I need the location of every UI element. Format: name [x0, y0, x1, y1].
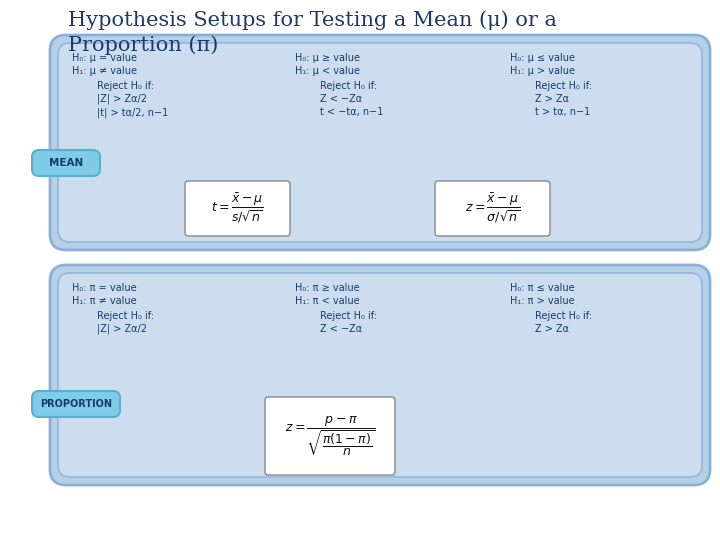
FancyBboxPatch shape — [265, 397, 395, 475]
Text: H₁: π ≠ value: H₁: π ≠ value — [72, 296, 137, 306]
FancyBboxPatch shape — [58, 43, 702, 242]
Text: Reject H₀ if:: Reject H₀ if: — [97, 81, 154, 91]
Text: |Z| > Zα/2: |Z| > Zα/2 — [97, 324, 147, 334]
Text: |t| > tα/2, n−1: |t| > tα/2, n−1 — [97, 107, 168, 118]
FancyBboxPatch shape — [58, 273, 702, 477]
Text: H₀: π = value: H₀: π = value — [72, 283, 137, 293]
Text: $z = \dfrac{p - \pi}{\sqrt{\dfrac{\pi(1-\pi)}{n}}}$: $z = \dfrac{p - \pi}{\sqrt{\dfrac{\pi(1-… — [285, 414, 375, 458]
Text: H₀: π ≤ value: H₀: π ≤ value — [510, 283, 575, 293]
Text: H₀: μ ≤ value: H₀: μ ≤ value — [510, 53, 575, 63]
Text: H₁: μ < value: H₁: μ < value — [295, 66, 360, 76]
Text: t < −tα, n−1: t < −tα, n−1 — [320, 107, 383, 117]
Text: Reject H₀ if:: Reject H₀ if: — [97, 311, 154, 321]
Text: Z > Zα: Z > Zα — [535, 94, 569, 104]
Text: Z > Zα: Z > Zα — [535, 324, 569, 334]
Text: |Z| > Zα/2: |Z| > Zα/2 — [97, 94, 147, 105]
Text: H₀: μ ≥ value: H₀: μ ≥ value — [295, 53, 360, 63]
FancyBboxPatch shape — [185, 181, 290, 236]
FancyBboxPatch shape — [32, 391, 120, 417]
Text: H₁: μ > value: H₁: μ > value — [510, 66, 575, 76]
Text: $t = \dfrac{\bar{x} - \mu}{s/\sqrt{n}}$: $t = \dfrac{\bar{x} - \mu}{s/\sqrt{n}}$ — [211, 192, 264, 225]
Text: Reject H₀ if:: Reject H₀ if: — [320, 311, 377, 321]
Text: H₀: π ≥ value: H₀: π ≥ value — [295, 283, 359, 293]
FancyBboxPatch shape — [50, 265, 710, 485]
Text: MEAN: MEAN — [49, 158, 83, 168]
Text: H₀: μ = value: H₀: μ = value — [72, 53, 137, 63]
Text: H₁: π < value: H₁: π < value — [295, 296, 359, 306]
Text: PROPORTION: PROPORTION — [40, 399, 112, 409]
Text: Reject H₀ if:: Reject H₀ if: — [535, 81, 592, 91]
Text: H₁: π > value: H₁: π > value — [510, 296, 575, 306]
Text: $z = \dfrac{\bar{x} - \mu}{\sigma/\sqrt{n}}$: $z = \dfrac{\bar{x} - \mu}{\sigma/\sqrt{… — [465, 192, 520, 225]
FancyBboxPatch shape — [32, 150, 100, 176]
Text: Reject H₀ if:: Reject H₀ if: — [535, 311, 592, 321]
Text: Z < −Zα: Z < −Zα — [320, 324, 362, 334]
Text: t > tα, n−1: t > tα, n−1 — [535, 107, 590, 117]
Text: H₁: μ ≠ value: H₁: μ ≠ value — [72, 66, 137, 76]
FancyBboxPatch shape — [50, 35, 710, 250]
FancyBboxPatch shape — [435, 181, 550, 236]
Text: Hypothesis Setups for Testing a Mean (μ) or a
Proportion (π): Hypothesis Setups for Testing a Mean (μ)… — [68, 10, 557, 55]
Text: Reject H₀ if:: Reject H₀ if: — [320, 81, 377, 91]
Text: Z < −Zα: Z < −Zα — [320, 94, 362, 104]
